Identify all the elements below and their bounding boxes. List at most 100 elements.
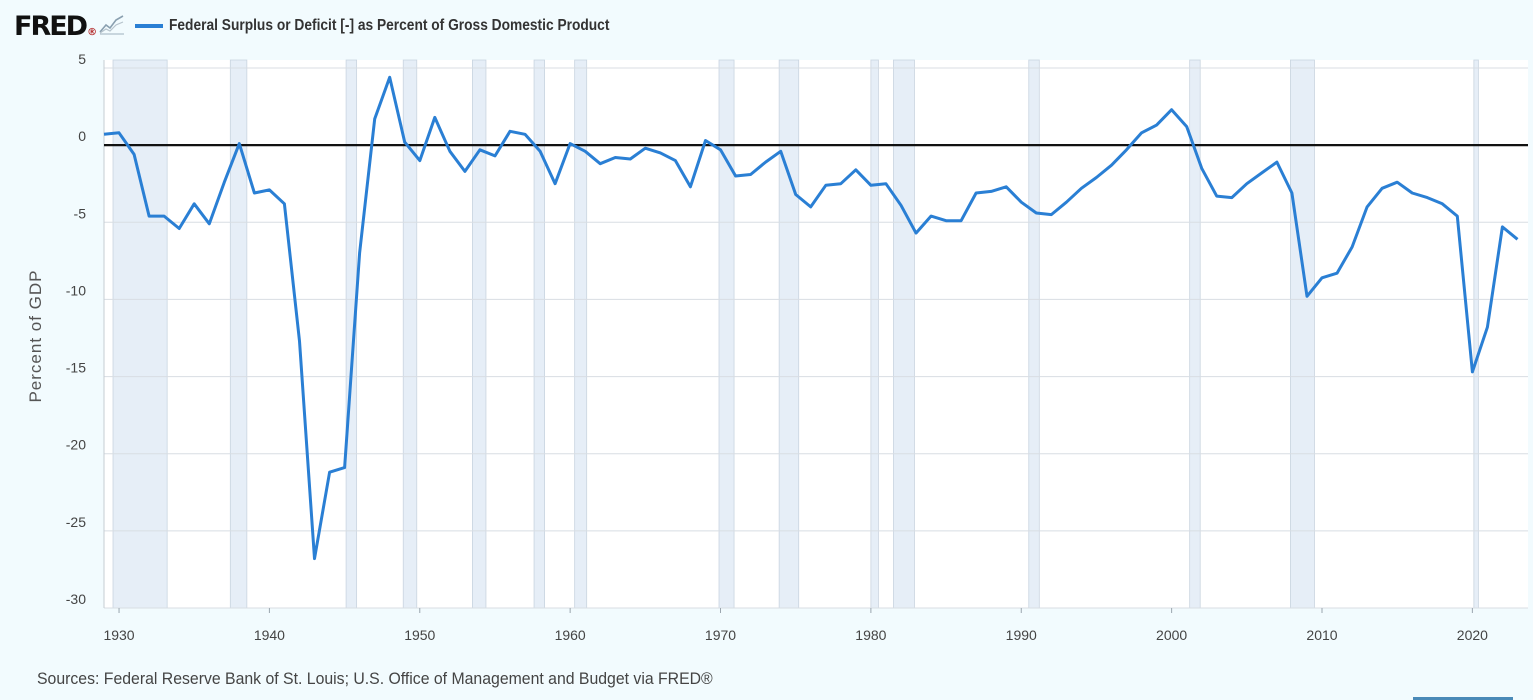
data-point[interactable]: [733, 173, 739, 179]
data-point[interactable]: [853, 167, 859, 173]
data-point[interactable]: [1319, 275, 1325, 281]
data-point[interactable]: [1124, 147, 1130, 153]
data-point[interactable]: [432, 114, 438, 120]
data-point[interactable]: [642, 145, 648, 151]
data-point[interactable]: [1108, 162, 1114, 168]
data-point[interactable]: [1364, 204, 1370, 210]
data-point[interactable]: [206, 221, 212, 227]
data-point[interactable]: [296, 338, 302, 344]
data-point[interactable]: [1048, 212, 1054, 218]
data-point[interactable]: [1454, 213, 1460, 219]
data-point[interactable]: [522, 131, 528, 137]
data-point[interactable]: [823, 182, 829, 188]
data-point[interactable]: [101, 131, 107, 137]
data-point[interactable]: [1469, 369, 1475, 375]
data-point[interactable]: [1003, 184, 1009, 190]
data-point[interactable]: [116, 130, 122, 136]
data-point[interactable]: [627, 156, 633, 162]
data-point[interactable]: [808, 204, 814, 210]
data-point[interactable]: [913, 230, 919, 236]
data-point[interactable]: [146, 213, 152, 219]
data-point[interactable]: [883, 181, 889, 187]
data-point[interactable]: [567, 141, 573, 147]
data-point[interactable]: [718, 147, 724, 153]
data-point[interactable]: [597, 161, 603, 167]
data-point[interactable]: [778, 148, 784, 154]
data-point[interactable]: [462, 168, 468, 174]
data-point[interactable]: [417, 158, 423, 164]
data-point[interactable]: [943, 218, 949, 224]
data-point[interactable]: [402, 139, 408, 145]
data-point[interactable]: [928, 213, 934, 219]
data-point[interactable]: [838, 181, 844, 187]
data-point[interactable]: [793, 192, 799, 198]
data-point[interactable]: [1229, 195, 1235, 201]
data-point[interactable]: [1334, 270, 1340, 276]
data-point[interactable]: [1139, 130, 1145, 136]
data-point[interactable]: [191, 201, 197, 207]
data-point[interactable]: [251, 190, 257, 196]
data-point[interactable]: [898, 202, 904, 208]
data-point[interactable]: [552, 181, 558, 187]
data-point[interactable]: [131, 151, 137, 157]
data-point[interactable]: [582, 148, 588, 154]
data-point[interactable]: [1349, 244, 1355, 250]
data-point[interactable]: [868, 182, 874, 188]
data-point[interactable]: [1018, 199, 1024, 205]
data-point[interactable]: [1154, 122, 1160, 128]
data-point[interactable]: [973, 190, 979, 196]
data-point[interactable]: [507, 128, 513, 134]
data-point[interactable]: [477, 147, 483, 153]
data-point[interactable]: [1214, 193, 1220, 199]
data-point[interactable]: [1184, 124, 1190, 130]
data-point[interactable]: [1409, 190, 1415, 196]
data-point[interactable]: [221, 179, 227, 185]
chart-legend[interactable]: Federal Surplus or Deficit [-] as Percen…: [135, 17, 681, 35]
data-point[interactable]: [1394, 179, 1400, 185]
data-point[interactable]: [1289, 190, 1295, 196]
data-point[interactable]: [1033, 210, 1039, 216]
data-point[interactable]: [1514, 236, 1520, 242]
data-point[interactable]: [327, 469, 333, 475]
data-point[interactable]: [447, 148, 453, 154]
data-point[interactable]: [281, 201, 287, 207]
data-point[interactable]: [657, 150, 663, 156]
data-point[interactable]: [342, 465, 348, 471]
data-point[interactable]: [1379, 185, 1385, 191]
data-point[interactable]: [1439, 201, 1445, 207]
data-point[interactable]: [1424, 195, 1430, 201]
data-point[interactable]: [176, 225, 182, 231]
data-point[interactable]: [748, 171, 754, 177]
data-point[interactable]: [312, 556, 318, 562]
data-point[interactable]: [612, 154, 618, 160]
data-point[interactable]: [1169, 107, 1175, 113]
data-point[interactable]: [236, 141, 242, 147]
data-point[interactable]: [763, 159, 769, 165]
data-point[interactable]: [1063, 199, 1069, 205]
data-point[interactable]: [1484, 324, 1490, 330]
data-point[interactable]: [492, 153, 498, 159]
data-point[interactable]: [958, 218, 964, 224]
data-point[interactable]: [1274, 159, 1280, 165]
series-line-federal-surplus-deficit[interactable]: [103, 75, 1519, 561]
data-point[interactable]: [1244, 181, 1250, 187]
data-point[interactable]: [266, 187, 272, 193]
recession-band: [893, 59, 915, 609]
data-point[interactable]: [357, 250, 363, 256]
data-point[interactable]: [372, 116, 378, 122]
data-point[interactable]: [672, 158, 678, 164]
data-point[interactable]: [1304, 293, 1310, 299]
fred-logo[interactable]: FRED®: [14, 13, 97, 40]
data-point[interactable]: [537, 148, 543, 154]
data-point[interactable]: [1093, 175, 1099, 181]
data-point[interactable]: [1199, 165, 1205, 171]
data-point[interactable]: [1078, 185, 1084, 191]
data-point[interactable]: [702, 138, 708, 144]
data-point[interactable]: [161, 213, 167, 219]
data-point[interactable]: [1499, 224, 1505, 230]
data-point[interactable]: [1259, 170, 1265, 176]
data-point[interactable]: [387, 74, 393, 80]
data-point[interactable]: [687, 184, 693, 190]
data-point[interactable]: [988, 188, 994, 194]
